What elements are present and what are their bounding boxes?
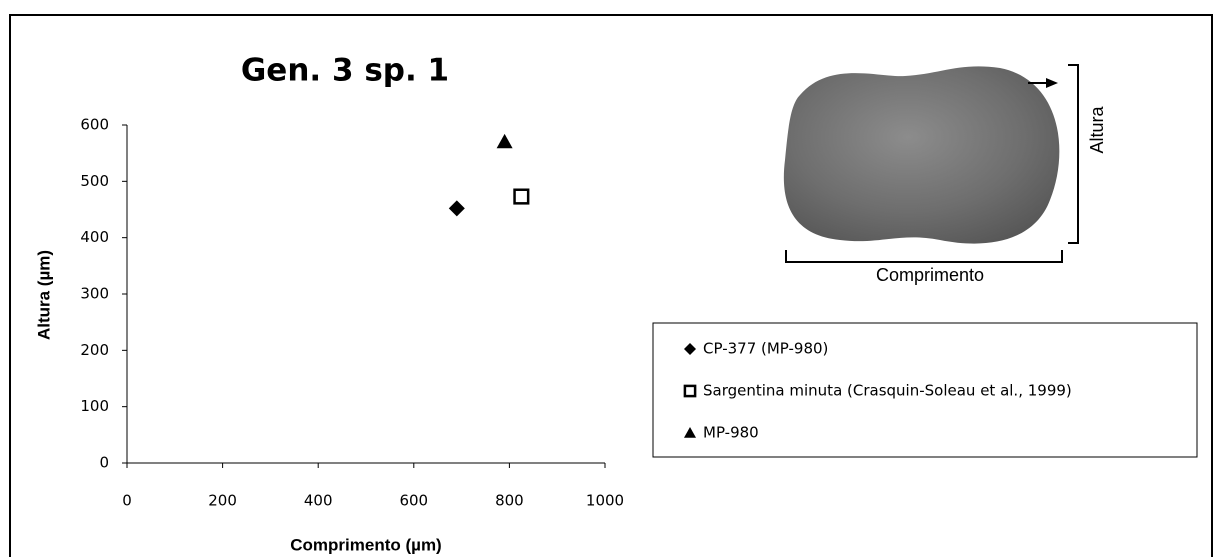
y-tick-label: 0 — [99, 454, 109, 472]
annotation: Altura — [1087, 106, 1107, 154]
y-tick-label: 300 — [80, 285, 109, 303]
legend-marker — [685, 386, 695, 396]
shell-image — [784, 66, 1060, 243]
annotation: Comprimento — [876, 265, 984, 285]
x-tick-label: 800 — [495, 492, 524, 510]
x-tick-label: 200 — [208, 492, 237, 510]
arrow-head — [1046, 78, 1058, 88]
y-axis-label: Altura (µm) — [34, 250, 53, 340]
x-axis-label: Comprimento (µm) — [290, 535, 441, 554]
length-bracket — [786, 250, 1062, 262]
point — [515, 190, 529, 204]
y-tick-label: 400 — [80, 228, 109, 246]
y-tick-label: 600 — [80, 116, 109, 134]
x-tick-label: 1000 — [586, 492, 624, 510]
point — [497, 134, 513, 148]
figure: Gen. 3 sp. 1 Altura (µm) Comprimento (µm… — [0, 0, 1221, 557]
legend-label: MP-980 — [703, 424, 759, 442]
y-tick-label: 500 — [80, 172, 109, 190]
legend-marker — [684, 427, 696, 438]
x-tick-label: 600 — [399, 492, 428, 510]
legend-marker — [684, 343, 696, 355]
legend-label: Sargentina minuta (Crasquin-Soleau et al… — [703, 382, 1072, 400]
x-tick-label: 0 — [122, 492, 132, 510]
x-tick-label: 400 — [304, 492, 333, 510]
height-bracket — [1068, 65, 1078, 243]
legend-label: CP-377 (MP-980) — [703, 340, 828, 358]
y-tick-label: 100 — [80, 397, 109, 415]
chart-title: Gen. 3 sp. 1 — [241, 53, 449, 89]
y-tick-label: 200 — [80, 341, 109, 359]
point — [449, 200, 465, 216]
